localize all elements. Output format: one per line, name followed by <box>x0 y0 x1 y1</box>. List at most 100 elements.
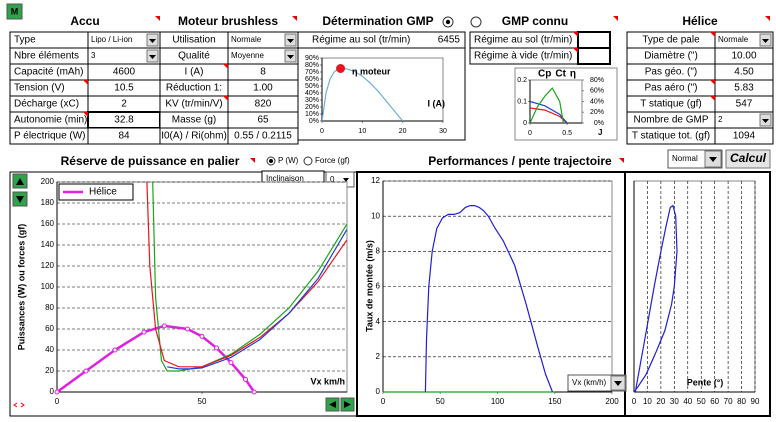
y-tick-label: 60 <box>45 324 54 333</box>
reset-icon[interactable] <box>13 402 25 408</box>
legend <box>58 183 134 201</box>
series-line <box>530 100 568 124</box>
plot-area <box>529 79 583 124</box>
m-button[interactable] <box>6 3 23 20</box>
field-value: 2 <box>121 99 127 110</box>
radio-dot <box>269 159 273 163</box>
x-tick-label: 0.5 <box>562 130 572 137</box>
dropdown-arrow <box>149 39 156 43</box>
radio[interactable] <box>470 16 482 28</box>
legend-label: Hélice <box>89 187 117 198</box>
x-axis-label: J <box>598 128 602 137</box>
data-point <box>112 347 118 353</box>
section-title: Hélice <box>682 14 718 28</box>
radio[interactable] <box>303 156 313 166</box>
x-tick-label: 20 <box>399 128 407 135</box>
radio-label[interactable]: Force (gf) <box>315 156 350 165</box>
y-tick-label: 0 <box>50 387 55 396</box>
arrow-icon <box>16 178 24 185</box>
dropdown-value[interactable]: Moyenne <box>231 51 264 60</box>
field-label: KV (tr/min/V) <box>165 99 222 110</box>
y-tick-label: 70% <box>305 69 319 76</box>
y-tick-label: 0.2 <box>517 77 527 84</box>
y-tick-label: 60% <box>305 76 319 83</box>
y-tick-label: 0% <box>309 118 319 125</box>
radio-label[interactable]: P (W) <box>278 156 299 165</box>
y-tick-label: 100 <box>41 282 55 291</box>
calc-button-label[interactable]: Calcul <box>730 151 767 165</box>
comment-marker <box>223 96 228 101</box>
dropdown-arrow <box>614 381 622 386</box>
x-axis-label: Vx km/h <box>310 376 345 386</box>
y2-tick-label: 60% <box>590 88 604 95</box>
data-point <box>161 323 167 329</box>
x-axis-label: Pente (°) <box>687 377 724 387</box>
legend-label: η <box>570 69 576 80</box>
field-value: 84 <box>118 131 130 142</box>
legend-label: Cp <box>538 69 551 80</box>
y-tick-label: 40% <box>305 90 319 97</box>
x-tick-label: 40 <box>683 397 692 406</box>
x-tick-label: 0 <box>55 397 60 406</box>
chart-title: η moteur <box>352 66 391 76</box>
x-tick-label: 50 <box>436 397 445 406</box>
field-value: 820 <box>255 99 272 110</box>
dropdown-value[interactable]: Normale <box>231 35 262 44</box>
y-tick-label: 200 <box>41 177 55 186</box>
field-label: Autonomie (min) <box>14 115 87 126</box>
dropdown-value[interactable]: 2 <box>718 115 723 124</box>
y2-tick-label: 20% <box>590 109 604 116</box>
comment-marker <box>573 32 578 37</box>
section-title: GMP connu <box>502 14 568 28</box>
y-tick-label: 50% <box>305 83 319 90</box>
x-axis-label[interactable]: Vx (km/h) <box>572 378 607 387</box>
m-button-label[interactable]: M <box>11 6 19 16</box>
dropdown-arrow <box>762 39 769 43</box>
x-tick-label: 100 <box>491 397 505 406</box>
dropdown-value[interactable]: 3 <box>91 51 96 60</box>
data-point <box>251 389 257 395</box>
data-point <box>185 326 190 332</box>
comment-marker <box>292 16 297 21</box>
field-label: Masse (g) <box>172 115 216 126</box>
field-label: Régime au sol (tr/min) <box>474 35 572 46</box>
comment-marker <box>223 64 228 69</box>
inclinaison-value[interactable]: 0 <box>330 175 335 184</box>
calc-button[interactable] <box>725 149 771 169</box>
comment-marker <box>710 96 715 101</box>
field-label: Diamètre (") <box>644 51 698 62</box>
x-tick-label: 10 <box>358 128 366 135</box>
field-label: Pas aéro (") <box>644 83 697 94</box>
value-cell[interactable] <box>577 31 611 49</box>
y-tick-label: 20% <box>305 104 319 111</box>
field-label: T statique tot. (gf) <box>632 131 710 142</box>
y-tick-label: 6 <box>376 282 381 291</box>
mode-value[interactable]: Normal <box>672 154 698 163</box>
x-tick-label: 200 <box>605 397 619 406</box>
y-tick-label: 0 <box>376 387 381 396</box>
field-label: Régime au sol (tr/min) <box>312 35 410 46</box>
field-label: Nbre éléments <box>14 51 79 62</box>
y-tick-label: 20 <box>45 366 54 375</box>
section-title: Détermination GMP <box>322 14 433 28</box>
y-tick-label: 90% <box>305 55 319 62</box>
field-label: Qualité <box>178 51 210 62</box>
section-title: Performances / pente trajectoire <box>428 154 612 168</box>
dropdown-arrow <box>149 55 156 59</box>
x-tick-label: 30 <box>670 397 679 406</box>
chart-frame <box>514 67 618 141</box>
dropdown-value[interactable]: Normale <box>718 35 749 44</box>
dropdown-value[interactable]: Lipo / Li-ion <box>91 35 132 44</box>
dropdown-arrow <box>343 178 349 182</box>
section-title: Réserve de puissance en palier <box>61 154 240 168</box>
data-point <box>141 329 147 335</box>
series-line <box>167 228 347 370</box>
field-label: I0(A) / Ri(ohm) <box>161 131 227 142</box>
x-tick-label: 150 <box>548 397 562 406</box>
x-tick-label: 20 <box>656 397 665 406</box>
y-tick-label: 0 <box>523 120 527 127</box>
x-tick-label: 80 <box>737 397 746 406</box>
y-tick-label: 10% <box>305 111 319 118</box>
value-cell[interactable] <box>577 47 611 65</box>
